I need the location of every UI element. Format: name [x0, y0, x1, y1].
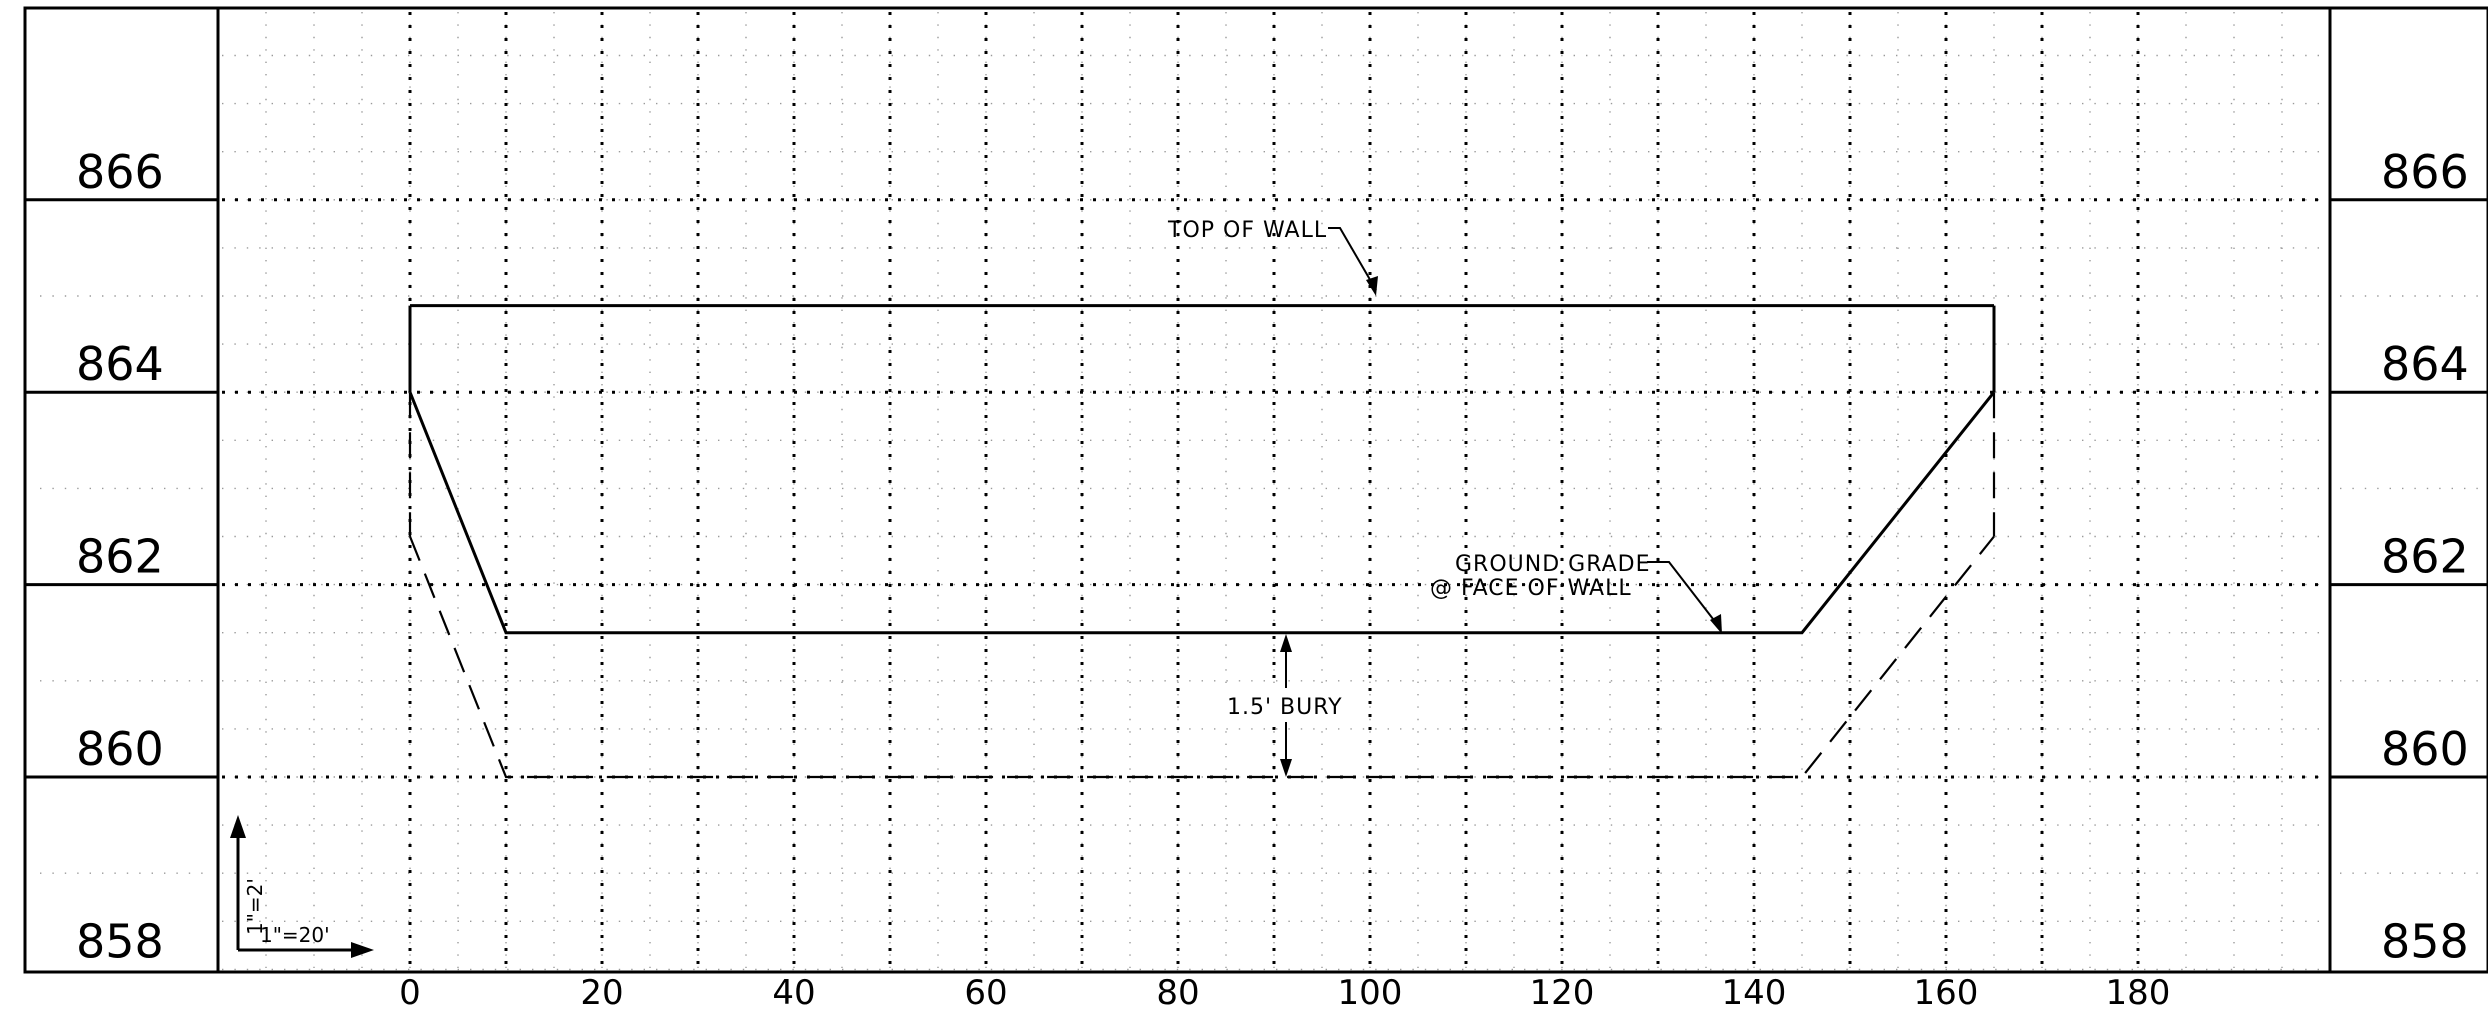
scale-indicator: 1"=2' 1"=20' [230, 815, 374, 958]
elevation-label: 858 [76, 914, 164, 968]
scale-horizontal-label: 1"=20' [260, 923, 330, 947]
ground-grade-line [408, 391, 1996, 635]
elevation-label: 864 [76, 337, 164, 391]
scale-horizontal-arrowhead [351, 942, 374, 958]
station-label: 100 [1338, 973, 1403, 1013]
ground-grade-label-2: @ FACE OF WALL [1430, 576, 1632, 601]
major-grid [222, 12, 2326, 968]
wall-profile [408, 304, 1996, 779]
elevation-label: 864 [2381, 337, 2469, 391]
station-label: 160 [1914, 973, 1979, 1013]
bury-label-mask [1222, 688, 1350, 722]
right-elevation-labels: 866 864 862 860 858 [2381, 145, 2469, 969]
station-label: 140 [1722, 973, 1787, 1013]
ground-grade-label: GROUND GRADE [1455, 552, 1650, 577]
top-of-wall-leader [1328, 227, 1377, 291]
top-of-wall-annotation: TOP OF WALL [1167, 218, 1378, 296]
station-label: 60 [964, 973, 1007, 1013]
station-label: 120 [1530, 973, 1595, 1013]
top-of-wall-arrow [1366, 276, 1378, 296]
bury-annotation: 1.5' BURY [1222, 634, 1350, 777]
plot-border [216, 6, 2332, 974]
top-of-wall-label: TOP OF WALL [1167, 218, 1327, 243]
elevation-dividers [25, 198, 2488, 874]
elevation-label: 866 [76, 145, 164, 199]
station-label: 40 [772, 973, 815, 1013]
elevation-label: 860 [76, 722, 164, 776]
scale-vertical-arrowhead [230, 815, 246, 838]
station-label: 80 [1156, 973, 1199, 1013]
left-elevation-labels: 866 864 862 860 858 [76, 145, 164, 969]
bury-arrow-up [1280, 634, 1292, 652]
station-labels: 0 20 40 60 80 100 120 140 160 180 [399, 973, 2170, 1013]
elevation-label: 866 [2381, 145, 2469, 199]
elevation-label: 862 [76, 530, 164, 584]
ground-grade-arrow [1710, 614, 1722, 634]
ground-grade-leader [1647, 561, 1721, 629]
bury-arrow-down [1280, 759, 1292, 777]
station-label: 180 [2106, 973, 2171, 1013]
bury-label: 1.5' BURY [1227, 695, 1343, 720]
elevation-label: 858 [2381, 914, 2469, 968]
elevation-label: 860 [2381, 722, 2469, 776]
ground-grade-annotation: GROUND GRADE @ FACE OF WALL [1430, 552, 1722, 634]
elevation-label: 862 [2381, 530, 2469, 584]
station-label: 0 [399, 973, 421, 1013]
scale-vertical-label: 1"=2' [243, 878, 267, 935]
bottom-of-wall-line [408, 535, 1995, 779]
station-label: 20 [580, 973, 623, 1013]
